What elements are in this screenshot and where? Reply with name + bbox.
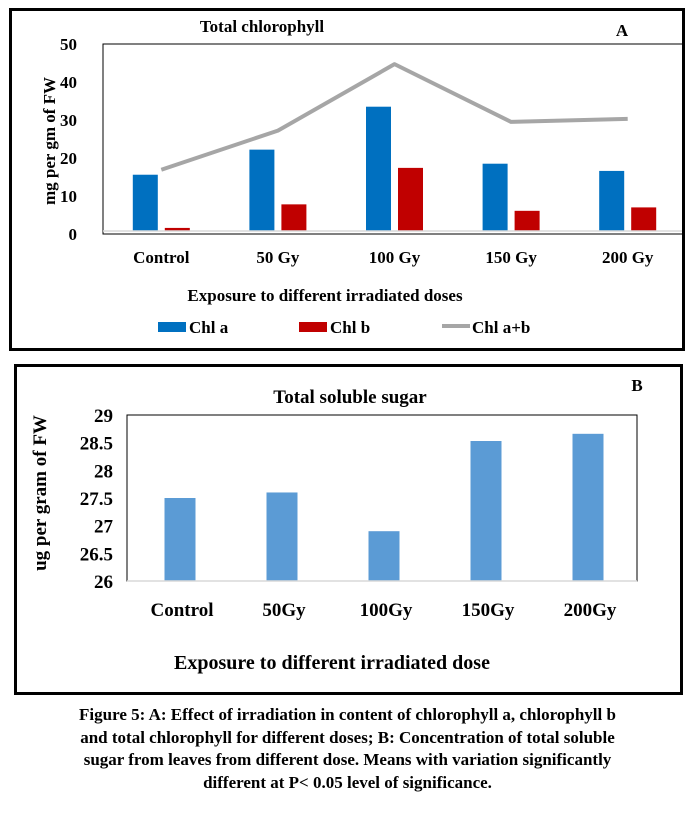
y-tick-label: 27.5 [80,489,113,510]
x-tick-label: 50 Gy [256,248,299,267]
y-tick-label: 28 [94,461,113,482]
bar-sugar-control [164,498,196,581]
y-tick-label: 0 [69,225,78,244]
y-tick-label: 27 [94,517,114,538]
y-tick-label: 40 [60,73,77,92]
y-tick-label: 10 [60,187,77,206]
caption-line: and total chlorophyll for different dose… [80,727,615,747]
chart-panel-a: Total chlorophyll A mg per gm of FW 0 10 2… [9,8,687,351]
bar-chl-a-150-gy [482,163,508,231]
caption-line: Figure 5: A: Effect of irradiation in co… [79,705,616,724]
figure-caption: Figure 5: A: Effect of irradiation in co… [0,704,695,794]
legend-label-chl-b: Chl b [330,318,370,337]
y-tick-label: 20 [60,149,77,168]
x-tick-label: 150Gy [462,600,515,621]
bar-sugar-200gy [572,433,604,581]
series-line-chl-ab [160,62,628,172]
y-axis-label: ug per gram of FW [30,415,51,571]
sugar-chart: Total soluble sugar B ug per gram of FW … [30,376,643,674]
bar-chl-a-50-gy [249,149,275,231]
caption-line: sugar from leaves from different dose. M… [83,750,612,769]
x-tick-label: 100Gy [360,600,413,621]
y-tick-label: 30 [60,111,77,130]
x-tick-label: 200Gy [564,600,617,621]
plot-area [102,43,687,235]
x-tick-label: 50Gy [262,600,306,621]
bar-chl-b-control [164,227,190,231]
bar-chl-b-200-gy [631,207,657,231]
x-tick-label: 150 Gy [485,248,537,267]
legend: Chl a Chl b Chl a+b [158,318,530,337]
bar-sugar-50gy [266,492,298,581]
chart-panel-b: Total soluble sugar B ug per gram of FW … [14,364,683,695]
x-tick-label: 200 Gy [602,248,654,267]
legend-swatch-chl-a [158,322,186,332]
x-tick-label: 100 Gy [369,248,421,267]
x-tick-label: Control [151,600,214,621]
legend-swatch-chl-b [299,322,327,332]
chlorophyll-chart: Total chlorophyll A mg per gm of FW 0 10 2… [40,17,687,337]
bar-chl-a-control [132,174,158,231]
bar-sugar-100gy [368,531,400,581]
y-tick-label: 28.5 [80,434,113,455]
y-tick-label: 26.5 [80,544,113,565]
x-axis-label: Exposure to different irradiated dose [174,652,490,674]
chart-title: Total chlorophyll [200,17,325,36]
panel-label: B [631,376,642,395]
legend-label-chl-a: Chl a [189,318,229,337]
x-axis-label: Exposure to different irradiated doses [187,286,463,305]
bar-chl-a-100-gy [366,106,391,231]
caption-line: different at P< 0.05 level of significan… [203,772,492,792]
bar-sugar-150gy [470,441,502,581]
bar-chl-b-100-gy [398,167,423,231]
panel-label: A [616,21,629,40]
y-axis-label: mg per gm of FW [40,77,59,205]
chart-title: Total soluble sugar [273,387,427,408]
y-tick-label: 29 [94,406,113,427]
bar-chl-b-150-gy [514,210,540,231]
legend-label-chl-ab: Chl a+b [472,318,530,337]
bar-chl-a-200-gy [599,170,625,231]
y-tick-label: 26 [94,572,113,593]
bar-chl-b-50-gy [281,204,307,231]
y-tick-label: 50 [60,35,77,54]
x-tick-label: Control [133,248,190,267]
